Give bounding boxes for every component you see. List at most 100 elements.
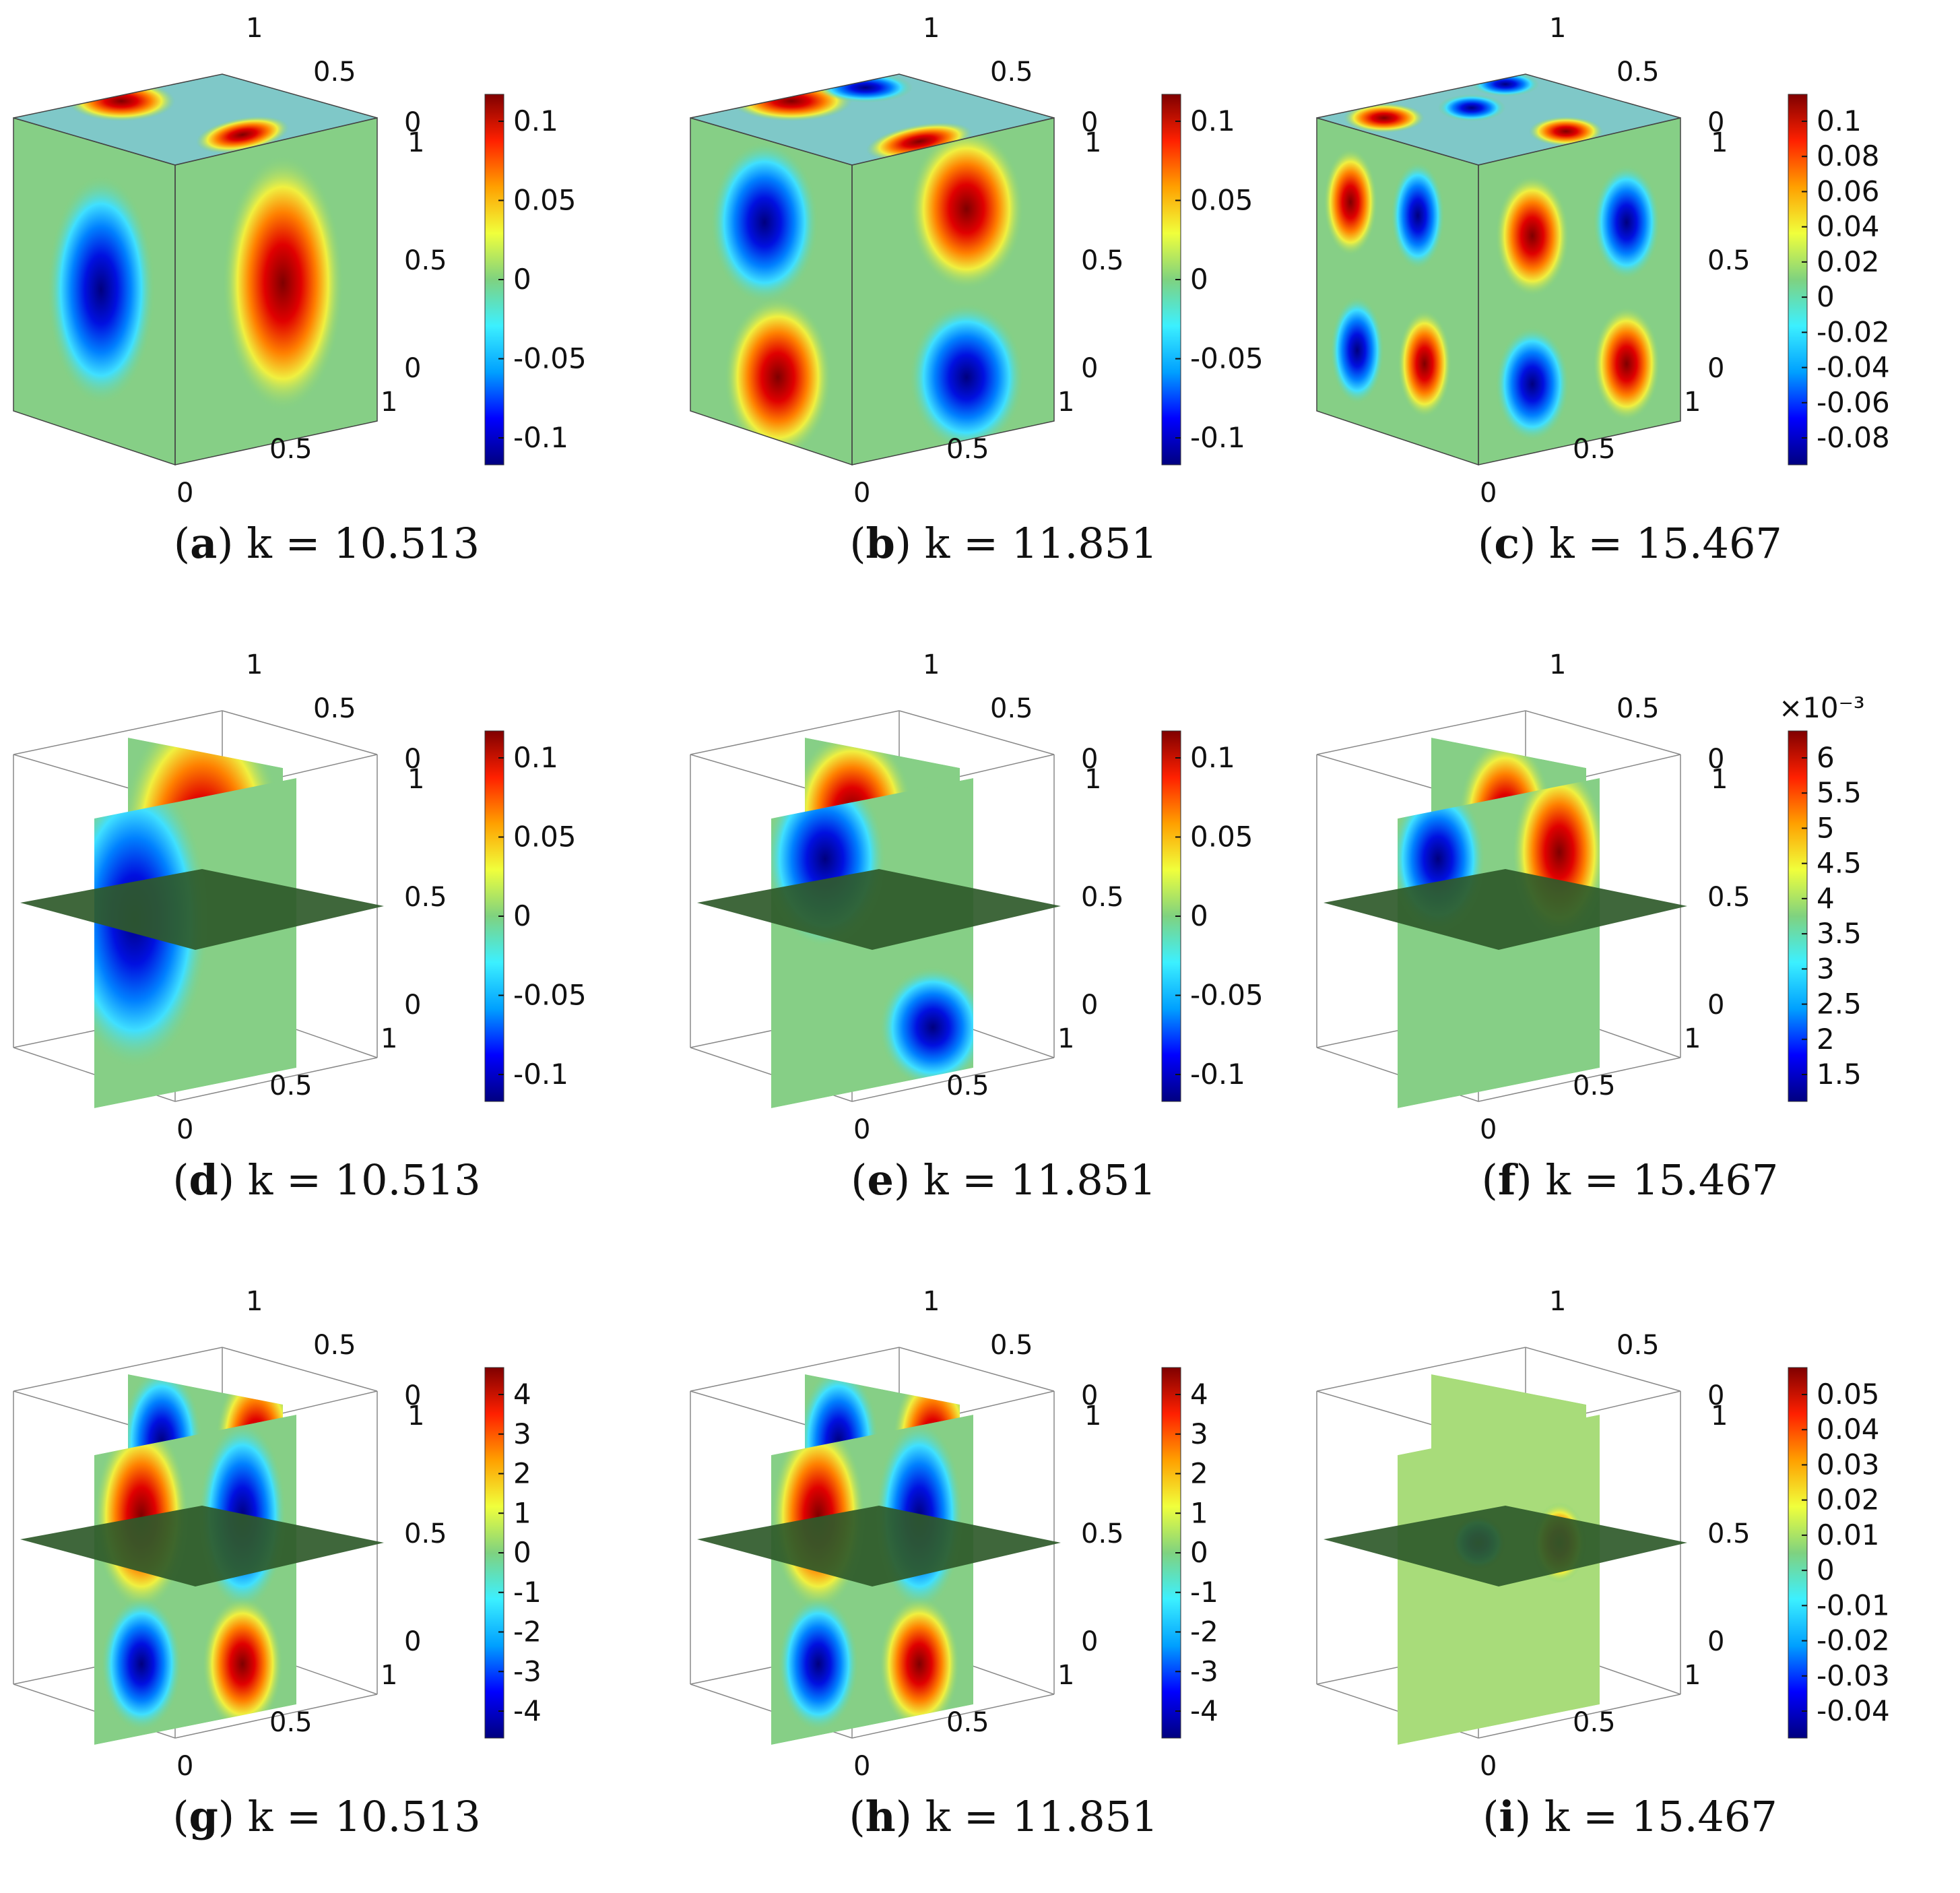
axis-tick-label: 0: [404, 744, 421, 775]
panel-c-plot: 10.5010.5010.500.10.080.060.040.020-0.02…: [1316, 13, 1890, 509]
panel-f-k: k = 15.467: [1545, 1155, 1779, 1205]
colorbar-tick-label: 0.04: [1817, 210, 1880, 243]
axis-tick-label: 0.5: [946, 1707, 989, 1738]
colorbar-tick-label: -1: [1190, 1576, 1218, 1609]
panel-c-k: k = 15.467: [1549, 519, 1782, 568]
axis-tick-label: 0.5: [1707, 245, 1751, 276]
axis-tick-label: 0: [1081, 1380, 1098, 1411]
axis-tick-label: 0: [176, 1751, 193, 1782]
colorbar: [1788, 94, 1808, 466]
box-edge: [174, 1057, 378, 1102]
box-edge: [1525, 710, 1681, 755]
slice-plane-xy: [697, 869, 1061, 950]
axis-tick-label: 0.5: [1707, 882, 1751, 913]
axis-tick-label: 1: [381, 1660, 397, 1691]
colorbar-tick-label: -0.05: [1190, 979, 1264, 1012]
colorbar-tick-label: -0.1: [513, 421, 568, 454]
box-edge: [690, 710, 900, 755]
axis-tick-label: 1: [246, 649, 263, 680]
panel-e-caption: (e) k = 11.851: [851, 1155, 1156, 1205]
axis-tick-label: 1: [381, 1023, 397, 1054]
axis-tick-label: 1: [923, 1286, 940, 1317]
axis-tick-label: 0.5: [990, 693, 1033, 724]
colorbar-tick-label: 0.01: [1817, 1518, 1880, 1551]
colorbar-tick-label: 4: [513, 1378, 531, 1411]
axis-tick-label: 0.5: [946, 434, 989, 465]
axis-tick-label: 1: [1084, 764, 1101, 795]
panel-e: 1 0.5 0 1 0.5 0 1 0.5 0 0.1 0.05 0 -0.05 -0.1 (e) k =…: [677, 637, 1330, 1256]
colorbar-tick-label: 3.5: [1817, 917, 1862, 950]
box-edge: [851, 1057, 1055, 1102]
box-edge: [851, 1694, 1055, 1739]
axis-tick-label: 0.5: [269, 1707, 313, 1738]
axis-tick-label: 0.5: [1573, 434, 1616, 465]
axis-tick-label: 0.5: [269, 1070, 313, 1101]
panel-b-letter: b: [865, 519, 895, 568]
axis-tick-label: 0: [404, 353, 421, 384]
panel-a: 1 0.5 0 1 0.5 0 1 0.5 0 0.1 0.05 0 -0.05 -0.1 (a) k =…: [0, 0, 653, 620]
axis-tick-label: 0: [1480, 1751, 1497, 1782]
colorbar-tick-label: -0.04: [1817, 1694, 1890, 1727]
panel-d-letter: d: [189, 1155, 218, 1205]
axis-tick-label: 0: [1081, 107, 1098, 138]
colorbar-tick-label: -4: [1190, 1694, 1218, 1727]
colorbar-tick-label: 0: [1817, 280, 1835, 313]
colorbar-tick-label: -0.01: [1817, 1589, 1890, 1622]
panel-f-caption: (f) k = 15.467: [1481, 1155, 1779, 1205]
axis-tick-label: 0: [1480, 1114, 1497, 1145]
colorbar-tick-label: -2: [1190, 1615, 1218, 1648]
colorbar-tick-label: 0.1: [513, 741, 558, 774]
colorbar-tick-label: 0.02: [1817, 1483, 1880, 1516]
colorbar-tick-label: -2: [513, 1615, 542, 1648]
colorbar-tick-label: -0.1: [1190, 1058, 1245, 1091]
axis-tick-label: 1: [1684, 1023, 1701, 1054]
cube: [1316, 73, 1681, 466]
axis-tick-label: 1: [1057, 387, 1074, 418]
front-face: [175, 118, 377, 465]
panel-h-k: k = 11.851: [925, 1792, 1158, 1841]
colorbar-tick-label: 2: [513, 1457, 531, 1490]
panel-f: 1 0.5 0 1 0.5 0 1 0.5 0 6 5.5 5 4.5 4 3.5 3 2.5 2 1.5 ×10⁻³…: [1303, 637, 1957, 1256]
top-face: [13, 74, 377, 165]
panel-g-letter: g: [189, 1792, 218, 1841]
slice-plane-xy: [1324, 869, 1687, 950]
panel-b-k: k = 11.851: [924, 519, 1158, 568]
axis-tick-label: 1: [1057, 1660, 1074, 1691]
box-edge: [222, 710, 378, 755]
axis-tick-label: 1: [923, 13, 940, 44]
axis-tick-label: 1: [1057, 1023, 1074, 1054]
panel-h-letter: h: [865, 1792, 896, 1841]
axis-tick-label: 1: [1684, 1660, 1701, 1691]
axis-tick-label: 0.5: [1573, 1070, 1616, 1101]
slice-plane-xy: [697, 1506, 1061, 1586]
axis-tick-label: 0: [853, 1751, 870, 1782]
axis-tick-label: 0.5: [946, 1070, 989, 1101]
colorbar-tick-label: -0.1: [513, 1058, 568, 1091]
panel-c-letter: c: [1494, 519, 1520, 568]
panel-b: 1 0.5 0 1 0.5 0 1 0.5 0 0.1 0.05 0 -0.05 -0.1 (b) k =…: [677, 0, 1330, 620]
colorbar-tick-label: -0.08: [1817, 421, 1890, 454]
box-edge: [1316, 1347, 1526, 1392]
axis-tick-label: 1: [246, 1286, 263, 1317]
cube: [13, 710, 384, 1108]
box-edge: [13, 1347, 223, 1392]
colorbar-tick-label: 0.04: [1817, 1413, 1880, 1446]
colorbar: [1788, 1367, 1808, 1739]
axis-tick-label: 1: [1711, 764, 1728, 795]
left-face: [690, 118, 852, 465]
axis-tick-label: 0: [1707, 744, 1724, 775]
colorbar-tick-label: 1: [513, 1496, 531, 1529]
cube: [1316, 1347, 1687, 1745]
colorbar-tick-label: -3: [1190, 1655, 1218, 1688]
axis-tick-label: 1: [407, 1401, 424, 1432]
panel-e-letter: e: [867, 1155, 894, 1205]
colorbar-tick-label: 1.5: [1817, 1058, 1862, 1091]
box-edge: [1525, 1347, 1681, 1392]
colorbar-tick-label: 0: [1190, 1536, 1208, 1569]
axis-tick-label: 0.5: [404, 882, 447, 913]
colorbar-tick-label: -0.06: [1817, 386, 1890, 419]
